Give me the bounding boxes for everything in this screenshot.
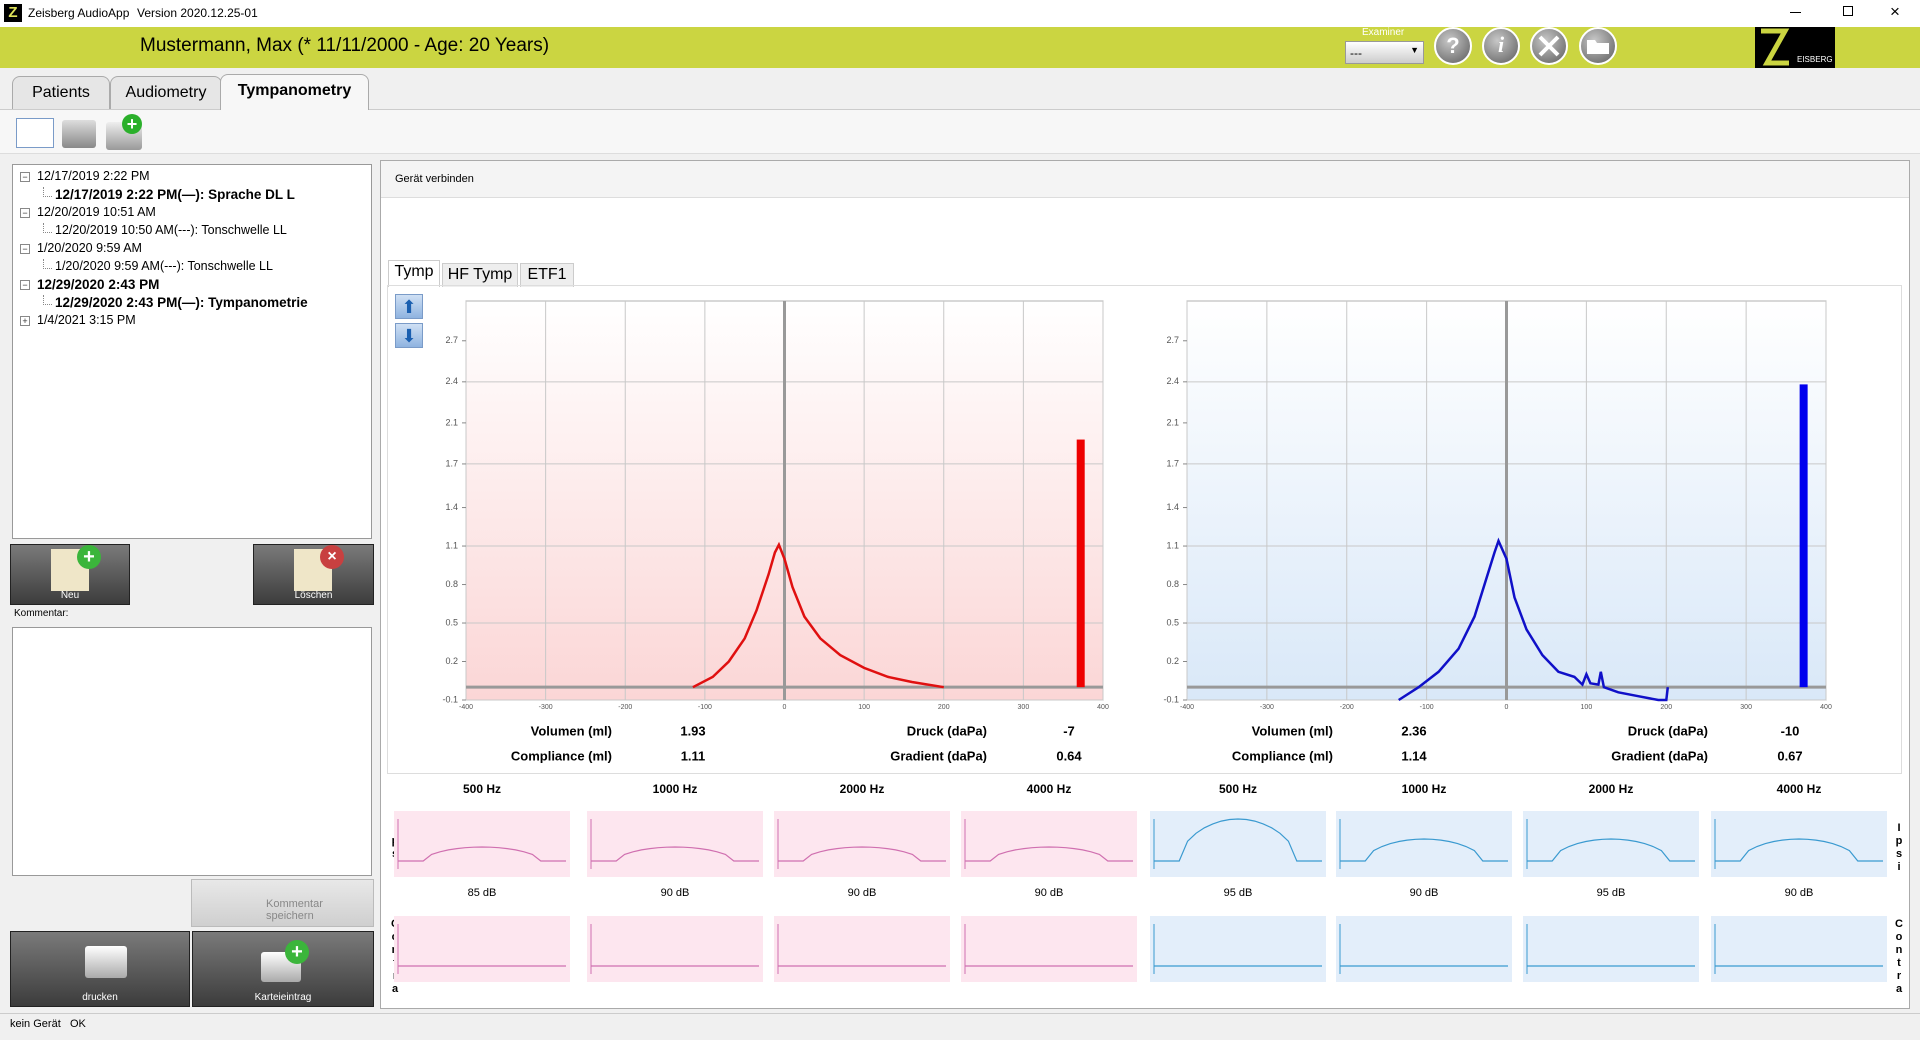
tree-toggle: +: [20, 316, 30, 326]
tree-label: 1/20/2020 9:59 AM(---): Tonschwelle LL: [55, 259, 273, 273]
contra-label: Contra: [1893, 918, 1905, 996]
scale-down-button[interactable]: ⬇: [395, 323, 423, 348]
tymp-panel: [387, 285, 1902, 774]
tree-toggle: −: [20, 208, 30, 218]
status-bar: kein Gerät OK: [0, 1013, 1920, 1035]
logo: EISBERG: [1755, 27, 1835, 68]
main-tabs: Patients Audiometry Tympanometry: [0, 68, 1920, 111]
new-button[interactable]: + Neu: [10, 544, 130, 605]
sub-tabs: Tymp HF Tymp ETF1: [388, 260, 688, 287]
tree-connector: [43, 295, 52, 305]
add-icon: +: [122, 114, 142, 134]
print-toolbar-button[interactable]: [62, 120, 96, 148]
print-label: drucken: [82, 992, 118, 1003]
tab[interactable]: Patients: [12, 76, 110, 109]
save-comment-button[interactable]: Kommentar speichern: [191, 879, 374, 927]
tree-connector: [43, 223, 52, 233]
connect-bar: Gerät verbinden: [381, 161, 1909, 198]
tree-row[interactable]: −12/17/2019 2:22 PM: [13, 169, 371, 187]
examiner-label: Examiner: [1362, 27, 1405, 38]
restore-button[interactable]: [1843, 6, 1853, 16]
sub-tab[interactable]: HF Tymp: [442, 263, 518, 287]
title-bar: Z Zeisberg AudioApp Version 2020.12.25-0…: [0, 0, 1920, 27]
tree-connector: [43, 187, 52, 197]
minimize-button[interactable]: [1790, 12, 1801, 13]
logo-text: EISBERG: [1797, 55, 1833, 64]
close-button[interactable]: ×: [1890, 2, 1900, 21]
tree-label: 12/17/2019 2:22 PM: [37, 169, 150, 183]
comment-box[interactable]: [12, 627, 372, 876]
scale-up-button[interactable]: ⬆: [395, 294, 423, 319]
ipsi-label: Ipsi: [389, 822, 401, 874]
print-button[interactable]: drucken: [10, 931, 190, 1007]
status-device: kein Gerät: [10, 1018, 61, 1030]
examiner-dropdown[interactable]: --- ▼: [1345, 41, 1424, 64]
info-button[interactable]: i: [1482, 27, 1520, 65]
tree-toggle: −: [20, 172, 30, 182]
record-label: Karteieintrag: [254, 992, 312, 1003]
patient-header: Mustermann, Max (* 11/11/2000 - Age: 20 …: [0, 27, 1920, 68]
examiner-value: ---: [1350, 46, 1362, 60]
svg-text:?: ?: [1446, 33, 1459, 58]
list-view-button[interactable]: [16, 118, 54, 148]
ipsi-label: Ipsi: [1893, 822, 1905, 874]
tree-row[interactable]: −12/29/2020 2:43 PM: [13, 277, 371, 295]
tab[interactable]: Tympanometry: [220, 74, 369, 111]
delete-button[interactable]: × Löschen: [253, 544, 374, 605]
app-version: Version 2020.12.25-01: [137, 6, 258, 20]
tree-label: 12/20/2019 10:51 AM: [37, 205, 156, 219]
tree-row[interactable]: 12/20/2019 10:50 AM(---): Tonschwelle LL: [13, 223, 371, 241]
tree-label: 12/29/2020 2:43 PM(—): Tympanometrie: [55, 295, 308, 310]
contra-label: Contra: [389, 918, 401, 996]
tree-toggle: −: [20, 244, 30, 254]
status-state: OK: [70, 1018, 86, 1030]
record-button[interactable]: + Karteieintrag: [192, 931, 374, 1007]
tree-row[interactable]: 12/29/2020 2:43 PM(—): Tympanometrie: [13, 295, 371, 313]
tree-row[interactable]: 12/17/2019 2:22 PM(—): Sprache DL L: [13, 187, 371, 205]
tree-connector: [43, 259, 52, 269]
header-icons: ? i: [1434, 27, 1617, 65]
settings-button[interactable]: [1530, 27, 1568, 65]
svg-text:i: i: [1498, 32, 1505, 57]
tree-label: 12/29/2020 2:43 PM: [37, 277, 160, 292]
sub-tab[interactable]: Tymp: [388, 260, 440, 287]
tree-label: 12/20/2019 10:50 AM(---): Tonschwelle LL: [55, 223, 287, 237]
tab[interactable]: Audiometry: [110, 76, 222, 109]
app-title: Zeisberg AudioApp: [28, 6, 130, 20]
app-icon: Z: [4, 4, 22, 22]
tree-row[interactable]: −12/20/2019 10:51 AM: [13, 205, 371, 223]
tree-toggle: −: [20, 280, 30, 290]
new-label: Neu: [60, 590, 80, 601]
comment-label: Kommentar:: [14, 608, 69, 619]
tree-label: 1/20/2020 9:59 AM: [37, 241, 142, 255]
tree-label: 1/4/2021 3:15 PM: [37, 313, 136, 327]
delete-label: Löschen: [294, 590, 333, 601]
tree-row[interactable]: −1/20/2020 9:59 AM: [13, 241, 371, 259]
patient-name: Mustermann, Max (* 11/11/2000 - Age: 20 …: [140, 35, 550, 56]
sub-tab[interactable]: ETF1: [520, 263, 574, 287]
connect-button[interactable]: Gerät verbinden: [395, 173, 474, 185]
tree-row[interactable]: 1/20/2020 9:59 AM(---): Tonschwelle LL: [13, 259, 371, 277]
tree-row[interactable]: +1/4/2021 3:15 PM: [13, 313, 371, 331]
open-button[interactable]: [1579, 27, 1617, 65]
save-comment-label: Kommentar speichern: [266, 898, 323, 922]
record-tree: −12/17/2019 2:22 PM 12/17/2019 2:22 PM(—)…: [12, 164, 372, 539]
toolbar: +: [0, 110, 1920, 154]
tree-label: 12/17/2019 2:22 PM(—): Sprache DL L: [55, 187, 295, 202]
help-button[interactable]: ?: [1434, 27, 1472, 65]
